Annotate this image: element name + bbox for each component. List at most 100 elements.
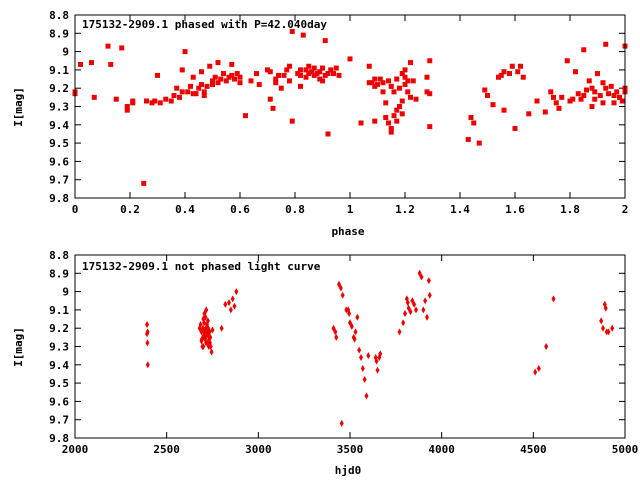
phased-data-point: [391, 89, 397, 95]
phased-data-point: [309, 69, 314, 75]
phased-data-point: [388, 125, 394, 131]
unphased-data-point: [232, 302, 237, 310]
phased-data-point: [91, 94, 97, 100]
phased-data-point: [482, 87, 488, 93]
unphased-data-point: [421, 306, 426, 314]
phased-x-tick-label: 0: [72, 203, 79, 216]
unphased-y-tick-label: 8.9: [49, 267, 69, 280]
phased-data-point: [573, 69, 578, 75]
phased-data-point: [163, 96, 169, 102]
phased-data-point: [215, 60, 221, 66]
phased-data-point: [325, 71, 331, 77]
phased-y-tick-label: 9.7: [49, 174, 69, 187]
unphased-data-point: [412, 300, 417, 308]
phased-data-point: [298, 67, 303, 73]
phased-data-point: [190, 74, 196, 80]
phased-data-point: [592, 96, 598, 102]
phased-y-axis-label: I[mag]: [12, 87, 25, 127]
phased-data-point: [465, 136, 471, 142]
unphased-data-point: [366, 352, 371, 360]
phased-data-point: [614, 89, 620, 95]
phased-data-point: [408, 60, 413, 66]
phased-data-point: [317, 76, 323, 82]
phased-data-point: [199, 82, 204, 88]
phased-data-point: [179, 67, 185, 73]
phased-data-point: [380, 80, 386, 86]
phased-data-point: [276, 72, 281, 78]
phased-plot-frame: [74, 14, 626, 199]
phased-data-point: [564, 58, 570, 64]
unphased-y-tick-label: 9.8: [49, 432, 69, 445]
phased-data-point: [152, 98, 158, 104]
phased-data-point: [320, 78, 325, 84]
phased-data-point: [306, 63, 312, 69]
unphased-data-point: [533, 368, 538, 376]
phased-data-point: [223, 78, 229, 84]
phased-data-point: [314, 71, 320, 77]
phased-data-point: [509, 63, 515, 69]
unphased-data-point: [603, 304, 608, 312]
phased-data-point: [548, 89, 554, 95]
phased-data-point: [155, 72, 160, 78]
unphased-data-point: [374, 357, 379, 365]
phased-data-point: [383, 100, 389, 106]
phased-data-point: [405, 89, 411, 95]
phased-data-point: [196, 85, 202, 91]
phased-data-point: [130, 98, 136, 104]
phased-data-point: [221, 71, 226, 77]
phased-data-point: [281, 72, 287, 78]
unphased-data-point: [210, 326, 215, 334]
phased-x-tick-label: 1.6: [505, 203, 525, 216]
phased-data-point: [399, 111, 405, 117]
phased-data-point: [542, 109, 548, 115]
phased-data-point: [182, 49, 188, 55]
phased-data-point: [177, 94, 182, 100]
phased-data-point: [383, 114, 389, 120]
unphased-data-point: [360, 364, 365, 372]
phased-data-point: [210, 78, 215, 84]
unphased-data-point: [199, 337, 204, 345]
phased-data-point: [358, 120, 364, 126]
phased-data-point: [526, 111, 532, 117]
phased-data-point: [232, 76, 237, 82]
phased-data-point: [611, 93, 617, 99]
phased-x-tick-label: 2: [622, 203, 629, 216]
unphased-y-tick-label: 9.7: [49, 414, 69, 427]
phased-y-tick-label: 9.3: [49, 101, 69, 114]
phased-data-point: [229, 72, 235, 78]
phased-y-tick-label: 9.4: [49, 119, 69, 132]
phased-y-tick-label: 8.9: [49, 27, 69, 40]
phased-data-point: [289, 118, 295, 124]
phased-data-point: [518, 63, 523, 69]
phased-data-point: [347, 56, 353, 62]
phased-data-point: [215, 80, 221, 86]
unphased-data-point: [145, 339, 150, 347]
unphased-data-point: [340, 291, 345, 299]
phased-data-point: [394, 118, 400, 124]
unphased-x-tick-label: 3500: [337, 443, 364, 456]
phased-data-point: [89, 60, 94, 66]
phased-data-point: [248, 78, 254, 84]
phased-y-tick-label: 9.5: [49, 137, 69, 150]
phased-data-point: [402, 74, 408, 80]
unphased-light-curve-panel: 175132-2909.1 not phased light curve hjd…: [12, 249, 638, 477]
phased-data-point: [468, 114, 474, 120]
phased-data-point: [311, 72, 317, 78]
phased-data-point: [606, 91, 611, 97]
phased-data-point: [584, 87, 589, 93]
unphased-data-point: [601, 324, 605, 332]
phased-data-point: [78, 61, 83, 67]
phased-data-point: [413, 96, 419, 102]
phased-data-point: [520, 74, 526, 80]
phased-data-point: [237, 80, 243, 86]
unphased-data-point: [353, 328, 358, 336]
phased-ticks: 0 0.2 0.4 0.6 0.8 1 1.2 1.4 1.6 1.8 2 8.8 8.9 9 9.1 9.2…: [49, 9, 628, 216]
phased-data-point: [366, 80, 372, 86]
unphased-data-point: [203, 313, 208, 321]
phased-data-point: [556, 105, 562, 111]
unphased-data-point: [202, 333, 207, 341]
unphased-data-point: [551, 295, 556, 303]
unphased-data-point: [419, 273, 424, 281]
unphased-data-point: [362, 375, 367, 383]
